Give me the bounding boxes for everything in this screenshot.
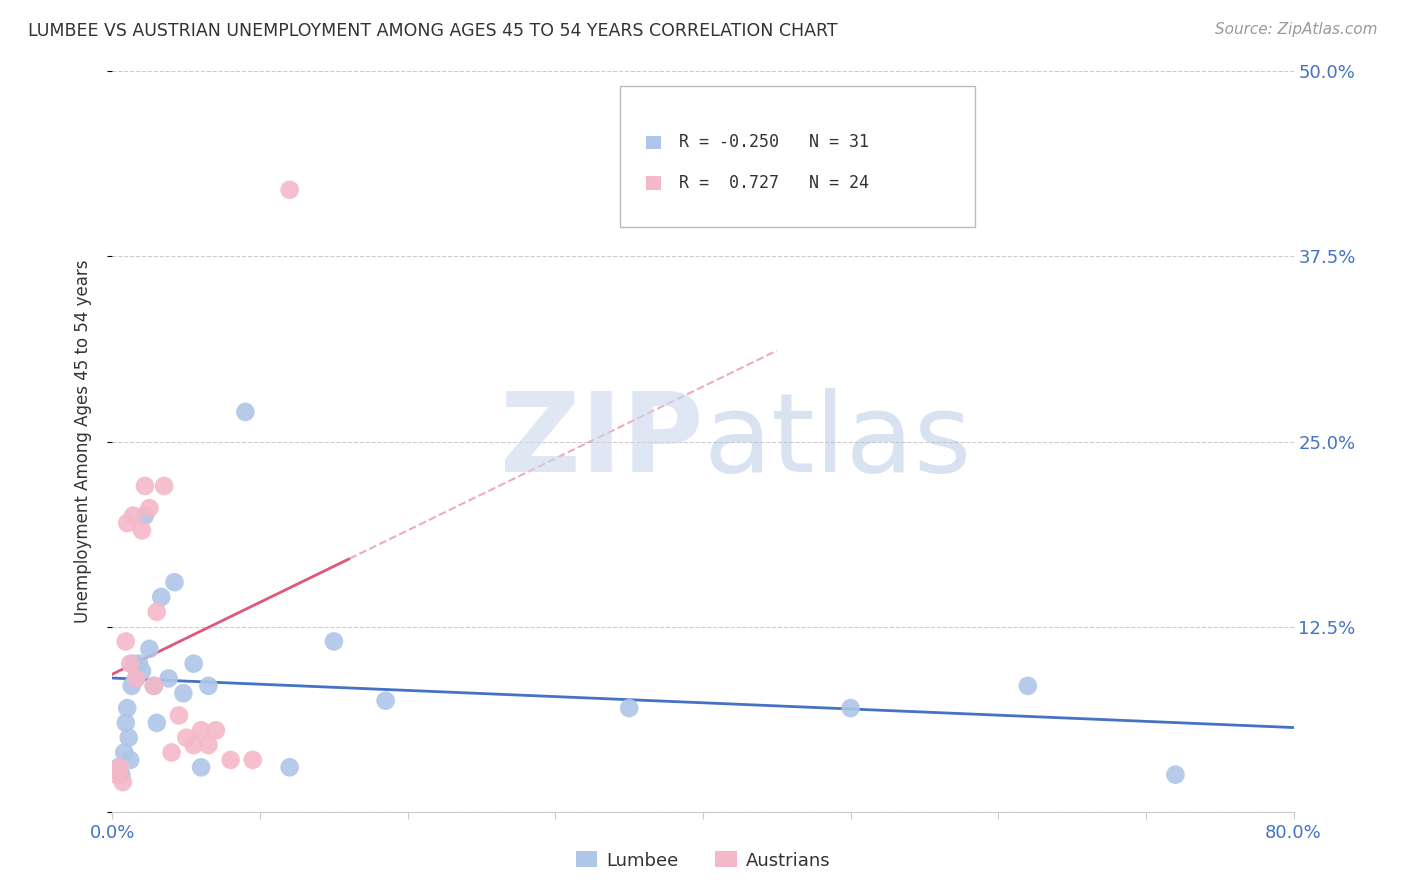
Point — [197, 738, 219, 752]
Point — [138, 641, 160, 656]
Point — [114, 715, 136, 730]
Point — [150, 590, 173, 604]
Text: atlas: atlas — [703, 388, 972, 495]
Point — [374, 694, 396, 708]
FancyBboxPatch shape — [647, 177, 661, 190]
Point — [163, 575, 186, 590]
Point — [108, 760, 131, 774]
Point — [142, 679, 165, 693]
Point — [167, 708, 190, 723]
Point — [131, 664, 153, 678]
Point — [117, 701, 138, 715]
Point — [146, 605, 169, 619]
Point — [107, 760, 129, 774]
Point — [114, 634, 136, 648]
Y-axis label: Unemployment Among Ages 45 to 54 years: Unemployment Among Ages 45 to 54 years — [73, 260, 91, 624]
Point — [278, 760, 301, 774]
Point — [121, 679, 143, 693]
Text: ZIP: ZIP — [499, 388, 703, 495]
FancyBboxPatch shape — [620, 87, 974, 227]
Point — [122, 657, 145, 671]
Text: R =  0.727   N = 24: R = 0.727 N = 24 — [679, 174, 869, 192]
Point — [125, 672, 148, 686]
Point — [122, 508, 145, 523]
Point — [153, 479, 176, 493]
Point — [323, 634, 346, 648]
Text: Source: ZipAtlas.com: Source: ZipAtlas.com — [1215, 22, 1378, 37]
Legend: Lumbee, Austrians: Lumbee, Austrians — [568, 844, 838, 877]
Point — [242, 753, 264, 767]
Point — [190, 723, 212, 738]
Point — [278, 183, 301, 197]
Point — [117, 516, 138, 530]
Point — [142, 679, 165, 693]
FancyBboxPatch shape — [647, 136, 661, 149]
Point — [190, 760, 212, 774]
Point — [105, 767, 128, 781]
Point — [183, 657, 205, 671]
Point — [197, 679, 219, 693]
Point — [172, 686, 194, 700]
Point — [120, 657, 142, 671]
Point — [1017, 679, 1039, 693]
Point — [183, 738, 205, 752]
Point — [118, 731, 141, 745]
Point — [125, 672, 148, 686]
Text: R = -0.250   N = 31: R = -0.250 N = 31 — [679, 134, 869, 152]
Point — [160, 746, 183, 760]
Point — [111, 775, 134, 789]
Point — [146, 715, 169, 730]
Point — [174, 731, 197, 745]
Point — [112, 746, 135, 760]
Point — [138, 501, 160, 516]
Point — [131, 524, 153, 538]
Point — [157, 672, 180, 686]
Point — [128, 657, 150, 671]
Point — [219, 753, 242, 767]
Point — [120, 753, 142, 767]
Point — [619, 701, 641, 715]
Point — [134, 508, 156, 523]
Point — [134, 479, 156, 493]
Text: LUMBEE VS AUSTRIAN UNEMPLOYMENT AMONG AGES 45 TO 54 YEARS CORRELATION CHART: LUMBEE VS AUSTRIAN UNEMPLOYMENT AMONG AG… — [28, 22, 838, 40]
Point — [205, 723, 228, 738]
Point — [1164, 767, 1187, 781]
Point — [839, 701, 862, 715]
Point — [233, 405, 256, 419]
Point — [110, 767, 132, 781]
